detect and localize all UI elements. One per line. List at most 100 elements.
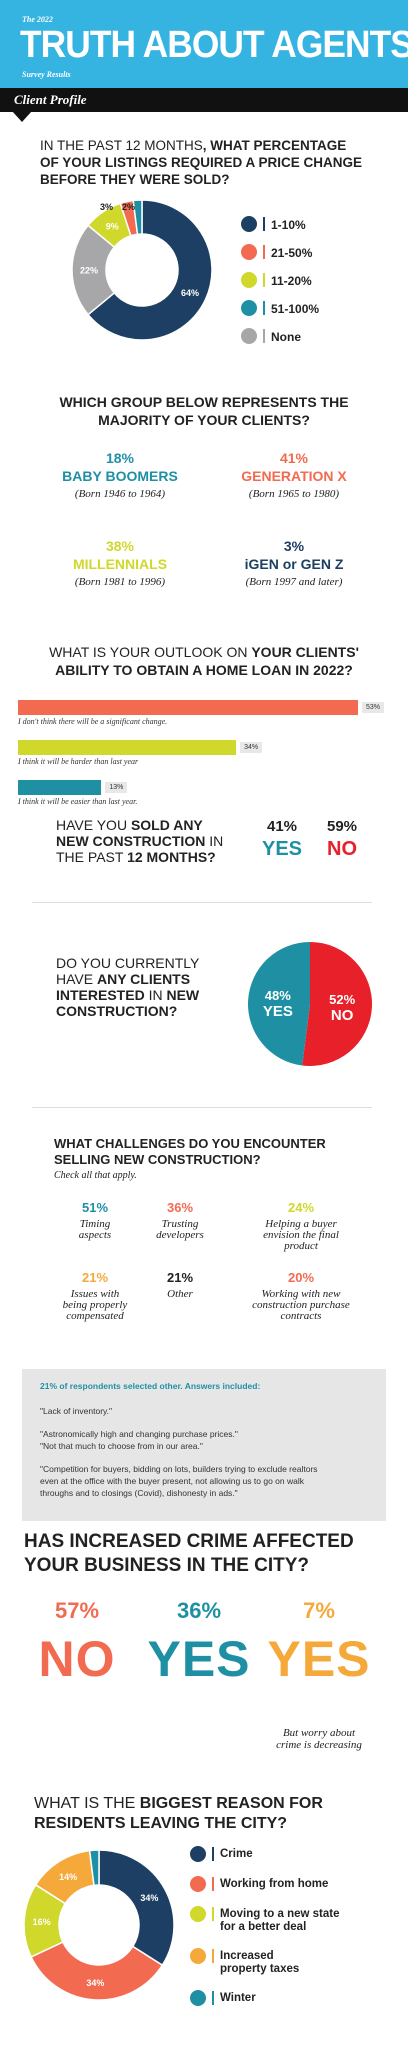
crime-note: But worry about crime is decreasing: [254, 1727, 384, 1751]
legend-swatch: [241, 244, 257, 260]
slice-yes: [248, 942, 310, 1066]
challenge-label: Working with new: [261, 1288, 341, 1300]
q5-question: DO YOU CURRENTLY HAVE ANY CLIENTS INTERE…: [56, 955, 199, 1019]
legend-label: 21-50%: [271, 246, 313, 260]
legend-label: 11-20%: [271, 274, 312, 288]
leaving-city-legend: Crime Working from home Moving to a new st…: [190, 1846, 390, 2006]
challenge-label: being properly: [62, 1299, 128, 1311]
other-quote: "Astronomically high and changing purcha…: [40, 1429, 238, 1439]
q5-text: HAVE: [56, 971, 97, 987]
slice-51-100-: [132, 200, 143, 236]
other-answers-box: [22, 1369, 386, 1521]
q4-question: HAVE YOU SOLD ANY NEW CONSTRUCTION IN TH…: [56, 817, 223, 865]
challenge-label: Issues with: [70, 1288, 120, 1300]
legend-label: 51-100%: [271, 302, 320, 316]
q4-text: IN: [205, 833, 224, 849]
crime-answer: YES: [147, 1631, 251, 1687]
slice-1-10-: [87, 200, 212, 340]
group-born: (Born 1965 to 1980): [248, 488, 340, 500]
q4-yes-label: YES: [261, 838, 303, 860]
legend-tick: [212, 1949, 214, 1963]
challenge-label: compensated: [66, 1310, 124, 1322]
group-born: (Born 1981 to 1996): [74, 576, 166, 588]
legend-swatch: [190, 1990, 206, 2006]
crime-note-line: But worry about: [282, 1727, 356, 1739]
challenge-label: product: [284, 1240, 318, 1252]
slice-label: 9%: [106, 222, 119, 232]
group-name: BABY BOOMERS: [62, 468, 178, 484]
legend-swatch: [241, 328, 257, 344]
bar: [18, 700, 358, 715]
divider: [32, 1107, 372, 1108]
q6-title-line: SELLING NEW CONSTRUCTION?: [54, 1152, 261, 1167]
q6-title: WHAT CHALLENGES DO YOU ENCOUNTER SELLING…: [54, 1136, 326, 1168]
legend-tick: [212, 1847, 214, 1861]
slice-label: 34%: [86, 1978, 104, 1988]
other-quote: even at the office with the buyer presen…: [40, 1476, 304, 1486]
section-label: Client Profile: [14, 92, 87, 107]
legend-tick: [263, 329, 265, 343]
slice-winter: [88, 1850, 100, 1887]
other-quote: "Not that much to choose from in our are…: [40, 1441, 203, 1451]
challenge-label: Timing: [79, 1218, 111, 1230]
slice-working-from-home: [30, 1941, 164, 2000]
q8-title-part: BIGGEST REASON FOR: [139, 1795, 323, 1812]
legend-swatch: [241, 272, 257, 288]
q5-text: NEW: [166, 987, 200, 1003]
q6-title-line: WHAT CHALLENGES DO YOU ENCOUNTER: [54, 1136, 326, 1151]
legend-label: property taxes: [220, 1963, 300, 1975]
challenge-percent: 21%: [166, 1270, 194, 1285]
header-subtitle: Survey Results: [22, 70, 71, 79]
slice-percent: 48%: [265, 988, 291, 1003]
bar: [18, 740, 237, 755]
q8-title-part: WHAT IS THE: [34, 1795, 140, 1812]
slice-label-2pct: 2%: [122, 202, 136, 212]
legend-label: for a better deal: [220, 1921, 307, 1933]
legend-tick: [212, 1877, 214, 1891]
legend-tick: [212, 1991, 214, 2005]
legend-label: Working from home: [220, 1878, 329, 1890]
q7-title: HAS INCREASED CRIME AFFECTED YOUR BUSINE…: [24, 1530, 354, 1578]
q5-text: ANY CLIENTS: [96, 971, 191, 987]
q4-text: SOLD ANY: [130, 817, 203, 833]
q3-title-part: WHAT IS YOUR OUTLOOK ON: [49, 644, 252, 660]
q4-text: 12 MONTHS?: [127, 849, 216, 865]
legend-label: 1-10%: [271, 218, 306, 232]
legend-item: 1-10%: [241, 215, 381, 235]
slice-label: 14%: [59, 1872, 77, 1882]
bar-category-label: I think it will be harder than last year: [18, 757, 139, 766]
group-name: GENERATION X: [241, 468, 347, 484]
legend-swatch: [190, 1948, 206, 1964]
challenge-label: envision the final: [263, 1229, 339, 1241]
legend-tick: [263, 273, 265, 287]
price-change-donut-chart: 64% 22% 9%: [72, 200, 212, 340]
q4-text: HAVE YOU: [56, 817, 131, 833]
header-year: The 2022: [22, 15, 53, 24]
legend-swatch: [190, 1876, 206, 1892]
q4-text: NEW CONSTRUCTION: [56, 833, 206, 849]
slice-label: 22%: [80, 266, 98, 276]
q7-title-line: YOUR BUSINESS IN THE CITY?: [24, 1555, 310, 1576]
challenge-percent: 51%: [81, 1200, 109, 1215]
slice-label-3pct: 3%: [100, 202, 114, 212]
q4-no-label: NO: [327, 838, 357, 860]
challenge-label: developers: [156, 1229, 204, 1241]
price-change-legend: 1-10% 21-50% 11-20% 51-100% None: [241, 215, 381, 355]
other-quote: "Competition for buyers, bidding on lots…: [40, 1464, 318, 1474]
legend-item: Moving to a new state for a better deal: [190, 1906, 390, 1938]
legend-tick: [263, 245, 265, 259]
crime-percent: 57%: [54, 1598, 100, 1623]
q4-no-pct: 59%: [326, 818, 358, 835]
challenge-percent: 24%: [287, 1200, 315, 1215]
bar-value-label: 34%: [240, 742, 263, 753]
legend-swatch: [190, 1906, 206, 1922]
crime-answer: NO: [38, 1631, 116, 1687]
q1-title-line: BEFORE THEY WERE SOLD?: [40, 172, 230, 187]
bar: [18, 780, 102, 795]
legend-item: Increased property taxes: [190, 1948, 390, 1980]
bar-category-label: I don't think there will be a significan…: [18, 717, 168, 726]
q7-title-line: HAS INCREASED CRIME AFFECTED: [24, 1531, 354, 1552]
legend-tick: [212, 1907, 214, 1921]
challenge-label: Helping a buyer: [265, 1218, 337, 1230]
legend-swatch: [241, 216, 257, 232]
